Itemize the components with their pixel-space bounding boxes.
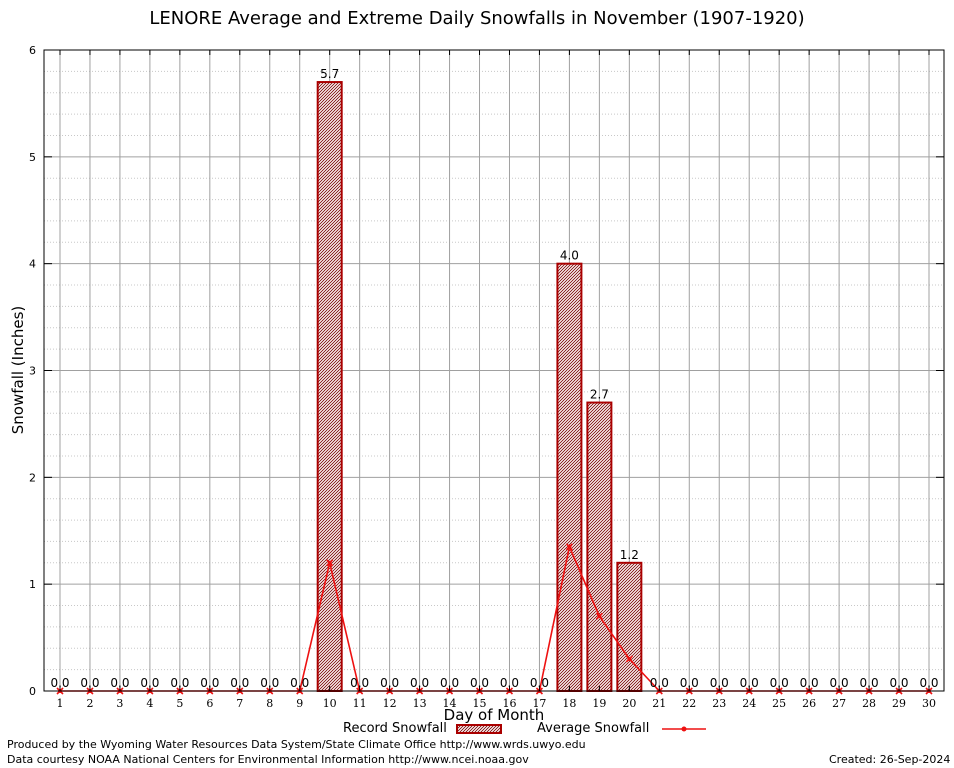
x-tick-label: 26	[802, 697, 816, 710]
record-bar	[616, 561, 643, 692]
average-point	[627, 656, 632, 661]
x-tick-label: 6	[206, 697, 213, 710]
legend-marks	[456, 724, 706, 734]
bar-value-label: 0.0	[530, 676, 549, 690]
bar-value-label: 0.0	[470, 676, 489, 690]
legend-record-label: Record Snowfall	[343, 721, 447, 736]
bar-value-label: 0.0	[380, 676, 399, 690]
legend-average-marker	[681, 726, 687, 732]
footer-created: Created: 26-Sep-2024	[829, 753, 951, 766]
y-tick-label: 4	[29, 258, 36, 271]
bar-value-label: 0.0	[50, 676, 69, 690]
x-tick-label: 14	[443, 697, 457, 710]
bar-value-label: 0.0	[860, 676, 879, 690]
x-tick-label: 23	[712, 697, 726, 710]
x-tick-label: 25	[772, 697, 786, 710]
x-tick-label: 15	[473, 697, 487, 710]
y-tick-label: 1	[29, 578, 36, 591]
y-tick-label: 5	[29, 151, 36, 164]
footer-produced-by: Produced by the Wyoming Water Resources …	[7, 738, 586, 751]
chart-title: LENORE Average and Extreme Daily Snowfal…	[149, 8, 805, 29]
x-tick-label: 3	[116, 697, 123, 710]
x-tick-label: 1	[57, 697, 64, 710]
y-tick-label: 6	[29, 44, 36, 57]
average-point	[567, 544, 572, 549]
x-tick-label: 11	[353, 697, 367, 710]
bar-value-label: 0.0	[800, 676, 819, 690]
x-tick-label: 18	[562, 697, 576, 710]
y-axis-label: Snowfall (Inches)	[9, 305, 27, 435]
x-tick-label: 16	[502, 697, 516, 710]
bar-value-label: 0.0	[830, 676, 849, 690]
bar-value-label: 2.7	[590, 388, 609, 402]
legend-average-label: Average Snowfall	[537, 721, 650, 736]
bar-value-label: 0.0	[80, 676, 99, 690]
x-tick-label: 27	[832, 697, 846, 710]
x-tick-label: 28	[862, 697, 876, 710]
average-point	[327, 560, 332, 565]
y-tick-label: 2	[29, 471, 36, 484]
bar-value-label: 0.0	[680, 676, 699, 690]
data-labels: 0.0 0.0 0.0 0.0 0.0 0.0 0.0 0.0 0.0 5.7 0.0 0.0 0.0 0…	[50, 67, 938, 690]
bar-value-label: 0.0	[230, 676, 249, 690]
bar-value-label: 0.0	[260, 676, 279, 690]
grid	[44, 49, 944, 692]
x-tick-label: 17	[532, 697, 546, 710]
bar-value-label: 0.0	[710, 676, 729, 690]
record-bar	[316, 81, 343, 693]
bar-value-label: 0.0	[889, 676, 908, 690]
bar-value-label: 0.0	[110, 676, 129, 690]
x-tick-label: 21	[652, 697, 666, 710]
average-point	[597, 614, 602, 619]
bar-value-label: 0.0	[440, 676, 459, 690]
x-tick-label: 29	[892, 697, 906, 710]
bar-value-label: 0.0	[740, 676, 759, 690]
bar-value-label: 0.0	[140, 676, 159, 690]
y-tick-label: 0	[29, 685, 36, 698]
x-tick-label: 12	[383, 697, 397, 710]
bar-value-label: 4.0	[560, 249, 579, 263]
bar-value-label: 0.0	[500, 676, 519, 690]
x-tick-label: 24	[742, 697, 756, 710]
bar-value-label: 0.0	[350, 676, 369, 690]
x-tick-label: 8	[266, 697, 273, 710]
record-bars	[316, 81, 643, 693]
bar-value-label: 0.0	[200, 676, 219, 690]
x-tick-label: 30	[922, 697, 936, 710]
record-bar	[586, 401, 613, 692]
x-tick-label: 10	[323, 697, 337, 710]
x-axis-label: Day of Month	[443, 706, 545, 724]
x-tick-label: 9	[296, 697, 303, 710]
bar-value-label: 5.7	[320, 67, 339, 81]
bar-value-label: 0.0	[290, 676, 309, 690]
x-tick-label: 22	[682, 697, 696, 710]
bar-value-label: 0.0	[170, 676, 189, 690]
x-tick-label: 5	[176, 697, 183, 710]
x-tick-label: 4	[146, 697, 153, 710]
y-tick-label: 3	[29, 365, 36, 378]
bar-value-label: 0.0	[770, 676, 789, 690]
record-bar	[556, 262, 583, 692]
x-tick-label: 19	[592, 697, 606, 710]
x-tick-label: 20	[622, 697, 636, 710]
x-tick-label: 7	[236, 697, 243, 710]
bar-value-label: 0.0	[410, 676, 429, 690]
bar-value-label: 1.2	[620, 548, 639, 562]
x-tick-label: 13	[413, 697, 427, 710]
x-tick-label: 2	[86, 697, 93, 710]
footer-courtesy: Data courtesy NOAA National Centers for …	[7, 753, 529, 766]
bar-value-label: 0.0	[650, 676, 669, 690]
legend-record-swatch	[456, 724, 502, 734]
average-line	[56, 543, 933, 695]
bar-value-label: 0.0	[919, 676, 938, 690]
